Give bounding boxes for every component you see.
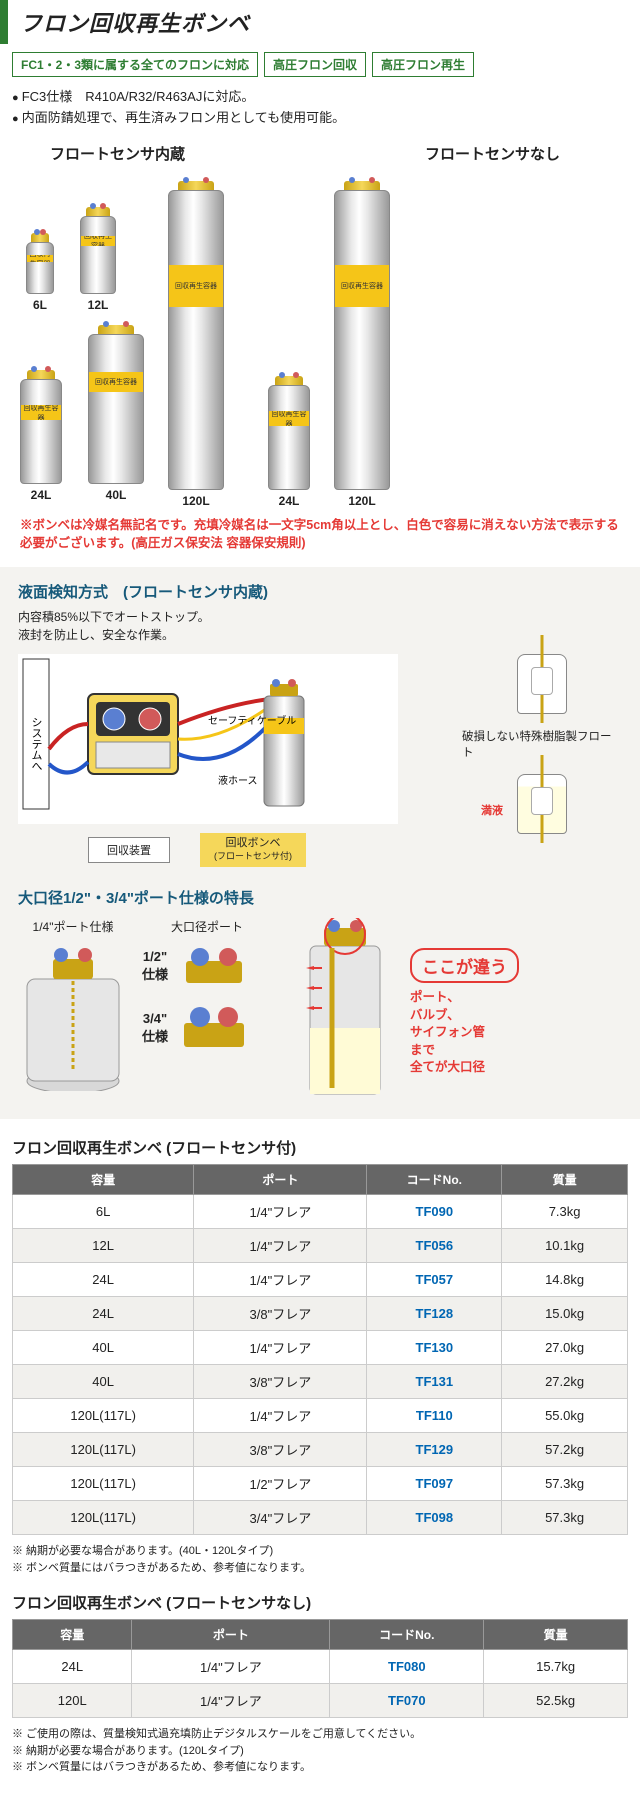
device-label: 回収装置 <box>88 837 170 863</box>
diagram-section: 液面検知方式 (フロートセンサ内蔵) 内容積85%以下でオートストップ。 液封を… <box>0 567 640 1119</box>
port-spec-half: 1/2" 仕様 <box>142 949 168 983</box>
table2-title: フロン回収再生ボンベ (フロートセンサなし) <box>12 1592 628 1613</box>
bullet: FC3仕様 R410A/R32/R463AJに対応。 <box>12 87 640 108</box>
table1-title: フロン回収再生ボンベ (フロートセンサ付) <box>12 1137 628 1158</box>
table1-notes: ※ 納期が必要な場合があります。(40L・120Lタイプ)※ ボンベ質量にはバラ… <box>0 1541 640 1586</box>
tag: 高圧フロン回収 <box>264 52 366 77</box>
table1: 容量ポートコードNo.質量 6L1/4"フレアTF0907.3kg12L1/4"… <box>12 1164 628 1535</box>
page-title: フロン回収再生ボンベ <box>20 6 640 38</box>
cylinder-gallery: フロートセンサ内蔵 フロートセンサなし 回収再生容器6L回収再生容器12L 回収… <box>0 143 640 508</box>
tag: FC1・2・3類に属する全てのフロンに対応 <box>12 52 258 77</box>
gallery-header-left: フロートセンサ内蔵 <box>50 143 185 164</box>
recovery-diagram: システムへ <box>18 654 398 824</box>
port-section: 大口径1/2"・3/4"ポート仕様の特長 1/4"ポート仕様 大口径ポート <box>18 887 622 1101</box>
port-title: 大口径1/2"・3/4"ポート仕様の特長 <box>18 887 622 908</box>
gallery-header-right: フロートセンサなし <box>425 143 560 164</box>
port-quarter-diagram <box>23 941 123 1091</box>
koko-badge: ここが違う <box>410 948 519 983</box>
table2: 容量ポートコードNo.質量 24L1/4"フレアTF08015.7kg120L1… <box>12 1619 628 1718</box>
bullet-list: FC3仕様 R410A/R32/R463AJに対応。 内面防錆処理で、再生済みフ… <box>0 87 640 129</box>
title-bar: フロン回収再生ボンベ <box>0 0 640 44</box>
svg-text:セーフティケーブル: セーフティケーブル <box>208 714 296 727</box>
diagram-title: 液面検知方式 (フロートセンサ内蔵) <box>18 581 622 602</box>
port-large-diagram <box>286 918 396 1098</box>
svg-text:液ホース: 液ホース <box>218 774 258 787</box>
full-label: 満液 <box>481 802 503 818</box>
table2-notes: ※ ご使用の際は、質量検知式過充填防止デジタルスケールをご用意してください。※ … <box>0 1724 640 1786</box>
note-red: ※ボンベは冷媒名無記名です。充填冷媒名は一文字5cm角以上とし、白色で容易に消え… <box>0 516 640 568</box>
bullet: 内面防錆処理で、再生済みフロン用としても使用可能。 <box>12 108 640 129</box>
port-spec-threequarter: 3/4" 仕様 <box>142 1011 168 1045</box>
svg-text:システムへ: システムへ <box>30 717 43 772</box>
tag: 高圧フロン再生 <box>372 52 474 77</box>
port-desc: ポート、 バルブ、 サイフォン管 まで 全てが大口径 <box>410 989 550 1077</box>
tag-row: FC1・2・3類に属する全てのフロンに対応 高圧フロン回収 高圧フロン再生 <box>0 52 640 77</box>
diagram-sub: 内容積85%以下でオートストップ。 液封を防止し、安全な作業。 <box>18 608 622 644</box>
bombe-label: 回収ボンベ (フロートセンサ付) <box>200 833 306 867</box>
